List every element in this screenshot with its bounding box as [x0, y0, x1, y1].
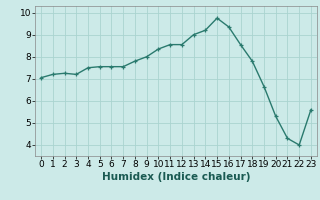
X-axis label: Humidex (Indice chaleur): Humidex (Indice chaleur) — [102, 172, 250, 182]
